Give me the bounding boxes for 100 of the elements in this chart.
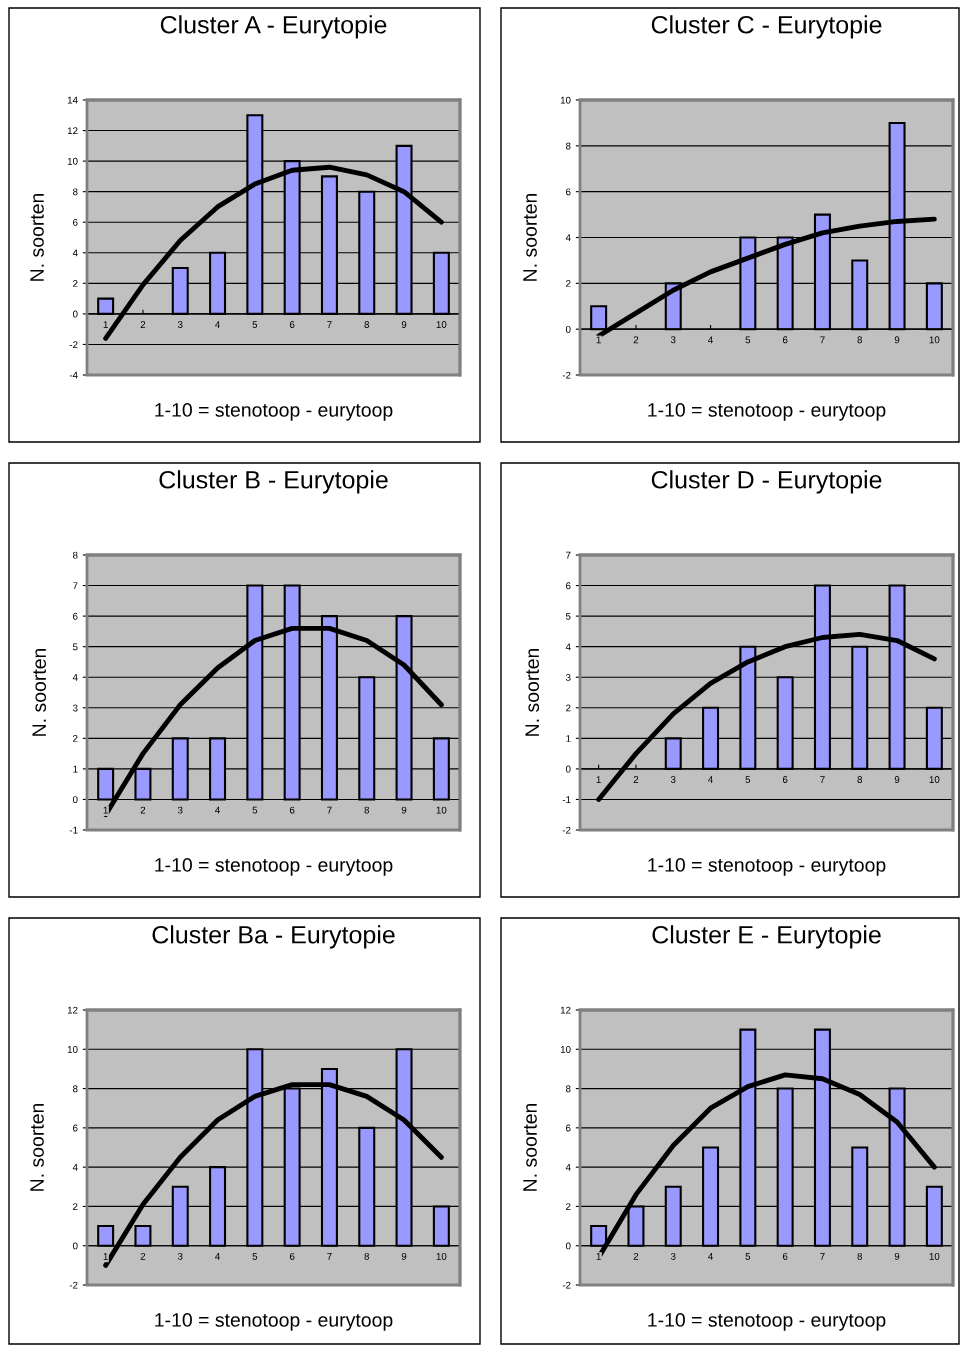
y-tick-label: 2 — [73, 1203, 78, 1210]
y-tick-label: 2 — [73, 735, 78, 742]
x-axis-title: 1-10 = stenotoop - eurytoop — [648, 1313, 886, 1331]
chart-title: Cluster D - Eurytopie — [651, 470, 882, 494]
x-tick-label: 1 — [596, 336, 601, 344]
x-tick-label: 5 — [252, 1253, 258, 1260]
chart-title: Cluster E - Eurytopie — [652, 925, 881, 949]
x-tick-label: 2 — [633, 776, 639, 783]
x-tick-label: 8 — [364, 806, 370, 814]
y-tick-label: 10 — [67, 1046, 78, 1053]
y-tick-label: 4 — [565, 643, 571, 651]
x-tick-label: 3 — [670, 1252, 676, 1260]
x-tick-label: 3 — [177, 806, 183, 814]
x-tick-label: 4 — [708, 1253, 713, 1260]
x-tick-label: 1 — [103, 321, 108, 328]
x-tick-label: 10 — [436, 1252, 447, 1260]
y-axis-title: N. soorten — [32, 648, 47, 736]
y-tick-label: 12 — [67, 1006, 78, 1014]
x-tick-label: 8 — [857, 336, 863, 344]
y-tick-label: 10 — [67, 157, 78, 165]
y-tick-label: 6 — [73, 1124, 78, 1132]
y-tick-label: -1 — [69, 826, 78, 834]
x-axis-title: 1-10 = stenotoop - eurytoop — [155, 403, 393, 421]
x-tick-label: 7 — [820, 776, 825, 783]
x-tick-label: 5 — [745, 1253, 751, 1260]
x-tick-label: 6 — [289, 321, 295, 328]
x-tick-label: 7 — [327, 1253, 332, 1260]
x-axis-title: 1-10 = stenotoop - eurytoop — [155, 858, 393, 876]
y-tick-label: 14 — [67, 96, 78, 104]
y-tick-label: -2 — [562, 1281, 571, 1289]
x-tick-label: 5 — [252, 321, 258, 328]
y-tick-label: 5 — [72, 643, 78, 651]
y-tick-label: 7 — [566, 551, 571, 559]
y-tick-label: 7 — [73, 582, 78, 590]
x-tick-label: 6 — [782, 336, 788, 344]
x-tick-label: 1 — [103, 1253, 108, 1260]
y-axis-title: N. soorten — [30, 1103, 44, 1191]
x-tick-label: 6 — [289, 1252, 295, 1260]
y-tick-label: 6 — [73, 218, 78, 226]
x-tick-label: 9 — [894, 776, 900, 783]
chart-title: Cluster A - Eurytopie — [160, 15, 387, 39]
y-tick-label: 6 — [73, 612, 78, 620]
y-tick-label: -2 — [562, 371, 571, 379]
y-tick-label: 6 — [566, 582, 571, 590]
x-tick-label: 7 — [820, 1253, 825, 1260]
y-tick-label: 6 — [566, 188, 571, 196]
x-tick-label: 2 — [633, 1252, 639, 1260]
x-tick-label: 2 — [633, 336, 639, 344]
y-tick-label: 4 — [72, 249, 78, 257]
x-tick-label: 4 — [708, 336, 713, 344]
y-tick-label: -4 — [69, 371, 78, 379]
y-tick-label: 0 — [72, 310, 78, 318]
x-tick-label: 9 — [401, 321, 407, 328]
x-tick-label: 8 — [857, 1252, 863, 1260]
y-axis-title: N. soorten — [523, 1103, 537, 1191]
y-tick-label: -2 — [562, 826, 571, 834]
y-tick-label: 1 — [566, 735, 571, 742]
x-tick-label: 7 — [327, 321, 332, 328]
x-tick-label: 8 — [364, 321, 370, 328]
x-axis-title: 1-10 = stenotoop - eurytoop — [648, 858, 886, 876]
x-tick-label: 10 — [436, 321, 447, 328]
y-tick-label: 2 — [566, 280, 571, 287]
x-tick-label: 10 — [436, 806, 447, 814]
y-tick-label: 4 — [565, 234, 571, 242]
x-tick-label: 10 — [929, 336, 940, 344]
x-tick-label: 4 — [708, 776, 713, 783]
x-tick-label: 5 — [745, 336, 751, 344]
x-tick-label: 6 — [782, 1252, 788, 1260]
y-tick-label: 0 — [72, 1242, 78, 1250]
y-tick-label: 4 — [565, 1163, 571, 1171]
x-tick-label: 3 — [670, 776, 676, 783]
x-tick-label: 5 — [745, 776, 751, 783]
y-axis-title: N. soorten — [523, 193, 537, 281]
y-tick-label: -2 — [69, 341, 78, 348]
y-tick-label: 8 — [72, 1085, 78, 1093]
y-tick-label: 0 — [565, 325, 571, 333]
x-tick-label: 3 — [670, 336, 676, 344]
x-tick-label: 5 — [252, 806, 258, 814]
y-axis-title: N. soorten — [30, 193, 44, 281]
y-tick-label: 1 — [73, 765, 78, 773]
y-tick-label: 10 — [560, 1046, 571, 1053]
y-tick-label: -2 — [69, 1281, 78, 1289]
x-tick-label: 9 — [401, 806, 407, 814]
x-tick-label: 9 — [894, 336, 900, 344]
x-tick-label: 4 — [215, 1253, 220, 1260]
x-tick-label: 1 — [596, 776, 601, 783]
y-tick-label: 3 — [565, 673, 571, 681]
y-tick-label: 6 — [566, 1124, 571, 1132]
y-tick-label: 8 — [565, 1085, 571, 1093]
x-tick-label: 10 — [929, 776, 940, 783]
chart-title: Cluster Ba - Eurytopie — [152, 925, 395, 949]
y-tick-label: 8 — [72, 551, 78, 559]
x-tick-label: 4 — [215, 806, 220, 814]
x-tick-label: 2 — [140, 1252, 146, 1260]
y-tick-label: 0 — [565, 1242, 571, 1250]
x-tick-label: 8 — [857, 776, 863, 783]
y-tick-label: 8 — [565, 142, 571, 150]
y-tick-label: -1 — [562, 796, 571, 803]
y-tick-label: 4 — [72, 674, 78, 681]
x-tick-label: 3 — [177, 321, 183, 328]
